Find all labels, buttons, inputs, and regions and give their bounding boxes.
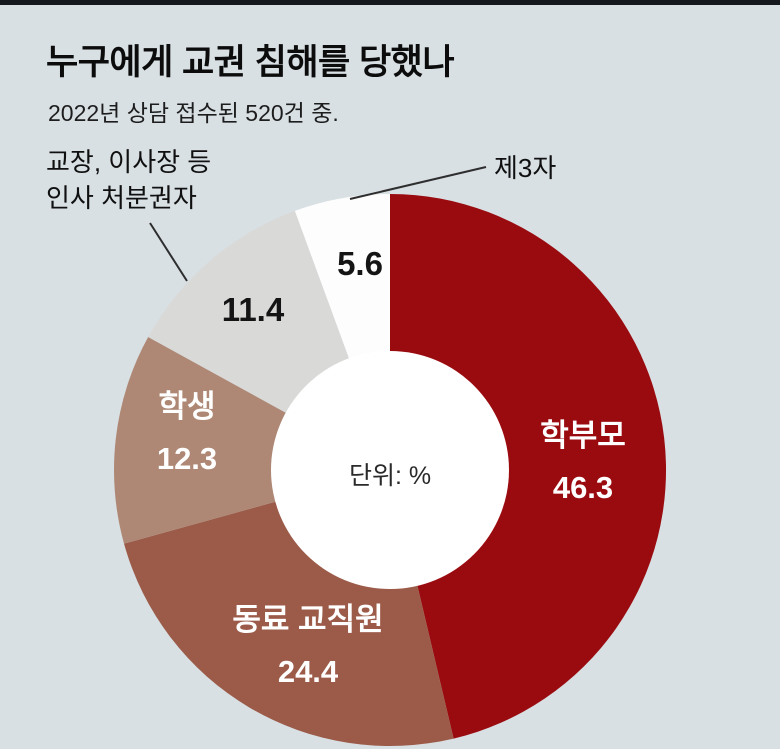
value-principal: 11.4 xyxy=(221,291,285,328)
callout-principal-line1: 교장, 이사장 등 xyxy=(46,147,212,177)
label-students: 학생 12.3 xyxy=(112,381,262,485)
value-third-party: 5.6 xyxy=(337,245,383,282)
label-parents: 학부모 46.3 xyxy=(498,410,668,514)
chart-title: 누구에게 교권 침해를 당했나 xyxy=(46,43,455,82)
pie-segment-2 xyxy=(114,337,390,544)
callout-principal-line2: 인사 처분권자 xyxy=(46,183,197,213)
top-rule xyxy=(0,0,780,5)
donut-hole xyxy=(271,351,509,589)
unit-label: 단위: % xyxy=(348,462,432,490)
label-colleagues: 동료 교직원 24.4 xyxy=(193,594,423,698)
pie-segment-0 xyxy=(390,194,667,739)
label-parents-name: 학부모 xyxy=(540,418,626,453)
chart-subtitle: 2022년 상담 접수된 520건 중. xyxy=(48,100,339,126)
label-colleagues-value: 24.4 xyxy=(277,654,339,689)
callout-principal: 교장, 이사장 등 인사 처분권자 xyxy=(46,144,211,216)
leader-line-third-party xyxy=(349,166,487,200)
label-parents-value: 46.3 xyxy=(552,470,614,505)
label-colleagues-name: 동료 교직원 xyxy=(232,602,384,637)
label-students-value: 12.3 xyxy=(156,441,218,476)
label-students-name: 학생 xyxy=(158,389,216,424)
callout-third-party: 제3자 xyxy=(494,153,557,183)
leader-line-principal xyxy=(149,222,188,282)
